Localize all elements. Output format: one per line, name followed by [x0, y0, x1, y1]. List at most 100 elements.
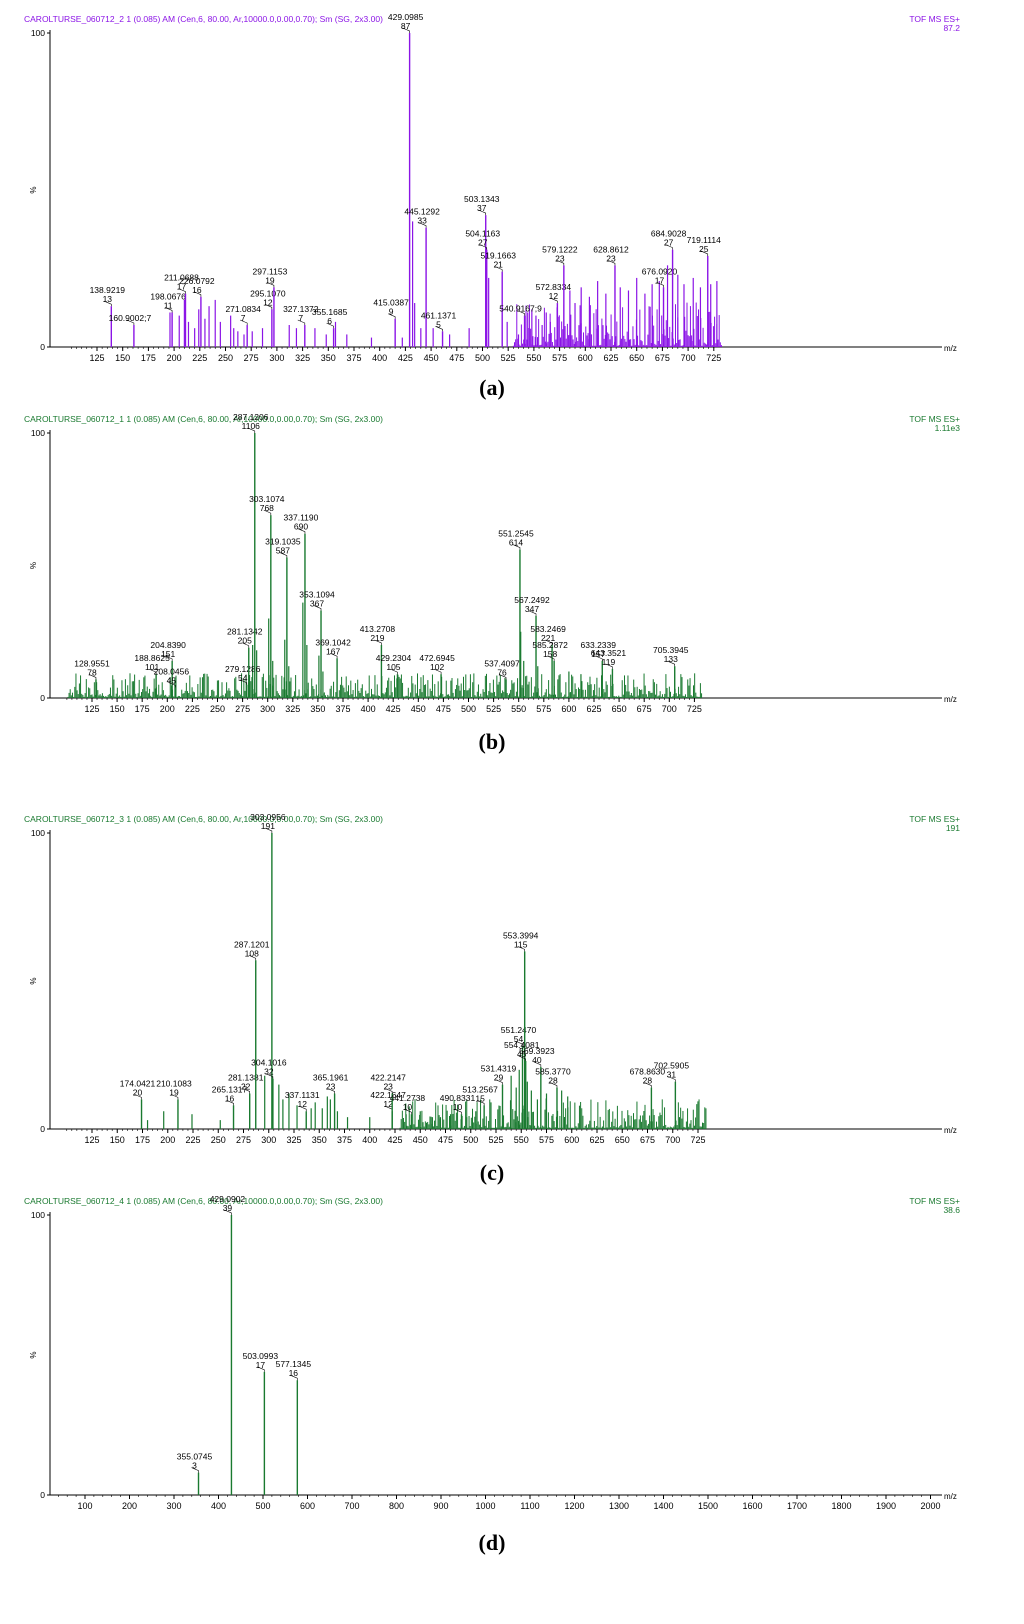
peak-leader [134, 1094, 142, 1100]
x-tick-label: 350 [312, 1135, 327, 1145]
peak-intensity-label: 10 [403, 1102, 413, 1112]
spectrum-panel: CAROLTURSE_060712_1 1 (0.085) AM (Cen,6,… [24, 412, 960, 754]
x-tick-label: 325 [285, 704, 300, 714]
x-tick-label: 250 [218, 353, 233, 363]
peak-intensity-label: 23 [326, 1081, 336, 1091]
x-tick-label: 1300 [609, 1501, 629, 1511]
x-tick-label: 475 [438, 1135, 453, 1145]
peak-mz-label: 569.3923 [519, 1046, 555, 1056]
peak-intensity-label: 133 [664, 654, 678, 664]
peak-mz-label: 355.1685 [312, 307, 348, 317]
x-tick-label: 275 [235, 704, 250, 714]
peak-mz-label: 226.0792 [179, 276, 215, 286]
peak-intensity-label: 119 [602, 657, 616, 667]
x-tick-label: 375 [337, 1135, 352, 1145]
peak-mz-label: 287.1206 [233, 412, 269, 422]
peak-mz-label: 702.5905 [654, 1061, 690, 1071]
peak-intensity-label: 22 [241, 1081, 251, 1091]
peak-leader [263, 509, 272, 516]
peak-intensity-label: 17 [655, 275, 665, 285]
peak-mz-label: 303.0956 [250, 812, 286, 822]
y-axis-label: % [29, 562, 38, 569]
peak-mz-label: 684.9028 [651, 229, 687, 239]
peak-leader [247, 427, 256, 433]
y-axis-label: % [29, 977, 38, 984]
peak-mz-label: 719.1114 [687, 235, 721, 245]
peak-mz-label: 461.1371 [421, 310, 457, 320]
x-tick-label: 200 [122, 1501, 137, 1511]
x-tick-label: 525 [486, 704, 501, 714]
x-tick-label: 325 [295, 353, 310, 363]
x-tick-label: 1600 [742, 1501, 762, 1511]
peak-leader [313, 605, 322, 611]
x-tick-label: 350 [310, 704, 325, 714]
peak-mz-label: 585.3770 [535, 1067, 571, 1077]
peak-leader [239, 679, 248, 685]
peak-intensity-label: 23 [383, 1081, 393, 1091]
x-tick-label: 625 [603, 353, 618, 363]
intensity-max-label: 191 [946, 823, 960, 833]
peak-leader [512, 544, 521, 550]
peak-leader [299, 1105, 307, 1112]
x-tick-label: 425 [398, 353, 413, 363]
peak-intensity-label: 690 [294, 522, 308, 532]
peak-leader [477, 1100, 485, 1106]
peak-leader [178, 288, 186, 294]
x-tick-label: 150 [110, 704, 125, 714]
peak-intensity-label: 219 [370, 633, 384, 643]
peak-intensity-label: 105 [386, 662, 400, 672]
peak-mz-label: 554.4081 [504, 1040, 540, 1050]
x-tick-label: 1700 [787, 1501, 807, 1511]
peak-leader [148, 668, 157, 675]
x-tick-label: 650 [612, 704, 627, 714]
peak-intensity-label: 191 [261, 821, 275, 831]
x-tick-label: 525 [501, 353, 516, 363]
x-tick-label: 300 [261, 1135, 276, 1145]
peak-mz-label: 540.9167;9 [499, 304, 542, 314]
x-tick-label: 625 [586, 704, 601, 714]
y-tick-label: 100 [31, 1210, 45, 1220]
peak-leader [700, 250, 709, 256]
peak-mz-label: 353.1094 [299, 590, 335, 600]
x-tick-label: 400 [362, 1135, 377, 1145]
peak-leader [515, 1040, 523, 1047]
x-tick-label: 1500 [698, 1501, 718, 1511]
x-tick-label: 450 [413, 1135, 428, 1145]
peak-mz-label: 138.9219 [90, 285, 126, 295]
x-tick-label: 400 [372, 353, 387, 363]
peak-intensity-label: 3 [192, 1461, 197, 1471]
spectrum-panel: CAROLTURSE_060712_4 1 (0.085) AM (Cen,6,… [24, 1194, 960, 1555]
x-tick-label: 600 [561, 704, 576, 714]
x-tick-label: 1400 [653, 1501, 673, 1511]
peak-intensity-label: 11 [164, 300, 173, 310]
peak-mz-label: 429.0985 [388, 12, 424, 22]
peak-leader [279, 552, 288, 558]
peak-intensity-label: 29 [494, 1073, 504, 1083]
x-tick-label: 300 [260, 704, 275, 714]
peak-mz-label: 577.1345 [276, 1359, 312, 1369]
x-tick-label: 1200 [564, 1501, 584, 1511]
peak-leader [241, 642, 250, 648]
peak-mz-label: 445.1292 [404, 207, 440, 217]
x-tick-label: 1100 [520, 1501, 539, 1511]
peak-leader [656, 282, 664, 288]
x-tick-label: 125 [89, 353, 104, 363]
peak-mz-label: 128.9551 [74, 658, 110, 668]
peak-mz-label: 303.1074 [249, 494, 285, 504]
x-tick-label: 650 [629, 353, 644, 363]
instrument-label: TOF MS ES+ [909, 14, 960, 24]
peak-leader [240, 319, 248, 326]
peak-intensity-label: 37 [477, 203, 487, 213]
peak-leader [435, 326, 443, 332]
peak-intensity-label: 28 [548, 1076, 558, 1086]
panel-caption: (d) [479, 1530, 506, 1555]
peak-mz-label: 369.1042 [315, 637, 351, 647]
instrument-label: TOF MS ES+ [909, 1196, 960, 1206]
peak-mz-label: 551.2470 [501, 1025, 537, 1035]
x-tick-label: 425 [386, 704, 401, 714]
x-tick-label: 325 [286, 1135, 301, 1145]
x-tick-label: 575 [536, 704, 551, 714]
peak-leader [549, 1082, 558, 1088]
x-tick-label: 700 [665, 1135, 680, 1145]
